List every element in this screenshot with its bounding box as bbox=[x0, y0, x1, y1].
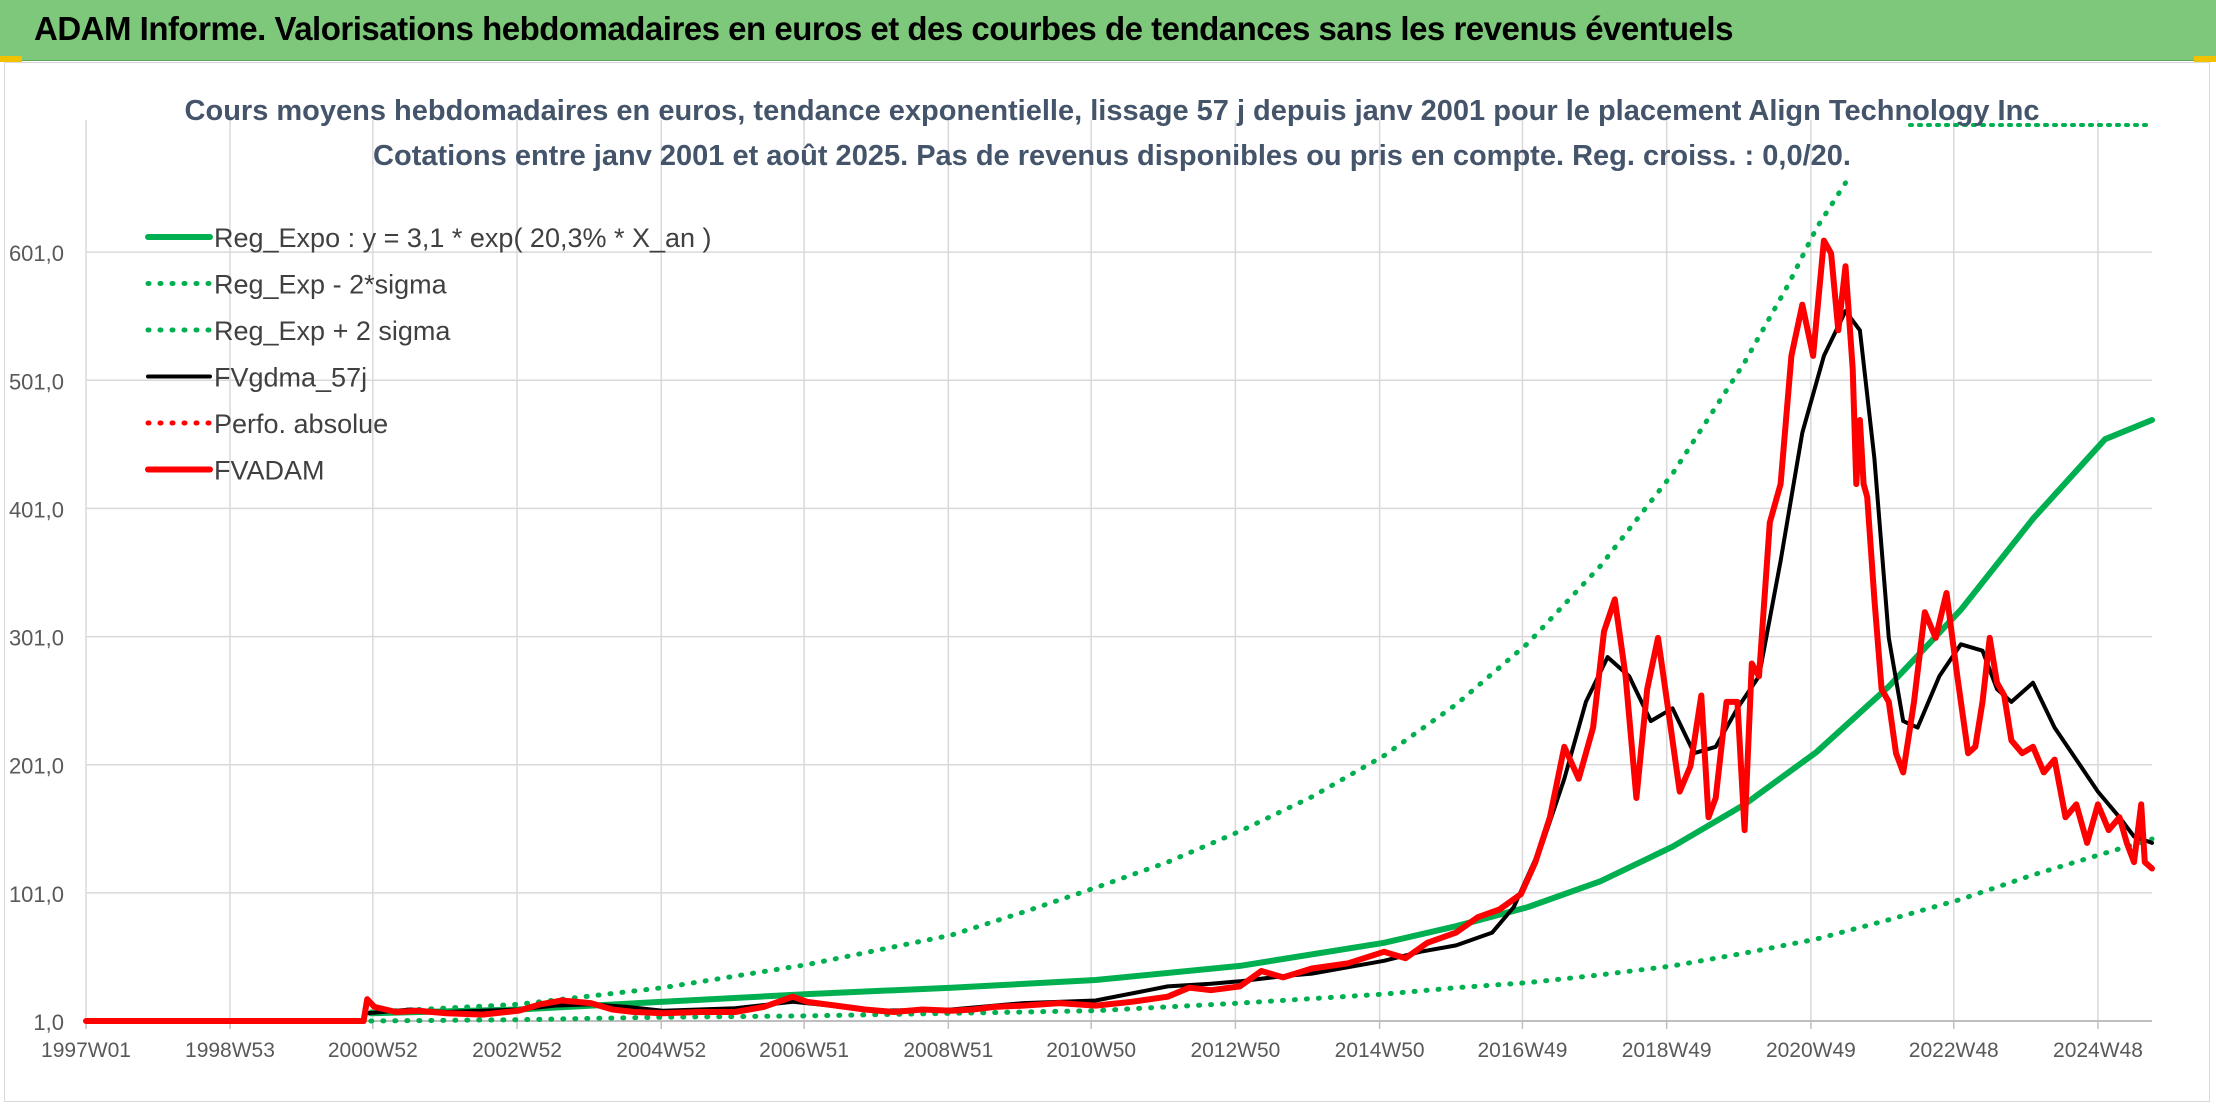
x-tick-label: 2008W51 bbox=[903, 1039, 993, 1062]
corner-marker-right bbox=[2194, 56, 2216, 62]
y-tick-label: 601,0 bbox=[9, 241, 64, 266]
x-tick-label: 2006W51 bbox=[759, 1039, 849, 1062]
series-line-3 bbox=[365, 309, 2154, 1016]
series-line-1 bbox=[368, 836, 2155, 1024]
legend-label: Perfo. absolue bbox=[214, 409, 388, 439]
x-tick-label: 2020W49 bbox=[1766, 1039, 1856, 1062]
x-tick-label: 2018W49 bbox=[1622, 1039, 1712, 1062]
legend-label: Reg_Expo : y = 3,1 * exp( 20,3% * X_an ) bbox=[214, 223, 712, 253]
x-tick-label: 2024W48 bbox=[2053, 1039, 2143, 1062]
chart-title: Cours moyens hebdomadaires en euros, ten… bbox=[185, 95, 2040, 127]
x-tick-label: 1997W01 bbox=[41, 1039, 131, 1062]
report-title: ADAM Informe. Valorisations hebdomadaire… bbox=[34, 10, 1733, 47]
y-tick-label: 101,0 bbox=[9, 882, 64, 907]
series-line-2 bbox=[368, 180, 1848, 1015]
legend-label: FVADAM bbox=[214, 456, 325, 486]
series-line-5 bbox=[83, 237, 2155, 1024]
chart-frame bbox=[4, 62, 2210, 1102]
report-banner: ADAM Informe. Valorisations hebdomadaire… bbox=[0, 0, 2216, 61]
legend-label: Reg_Exp + 2 sigma bbox=[214, 316, 451, 346]
legend-label: FVgdma_57j bbox=[214, 363, 367, 393]
x-tick-label: 2012W50 bbox=[1190, 1039, 1280, 1062]
y-tick-label: 301,0 bbox=[9, 626, 64, 651]
x-tick-label: 2014W50 bbox=[1335, 1039, 1425, 1062]
corner-marker-left bbox=[0, 56, 22, 62]
x-tick-label: 1998W53 bbox=[185, 1039, 275, 1062]
x-tick-label: 2002W52 bbox=[472, 1039, 562, 1062]
y-tick-label: 1,0 bbox=[33, 1010, 64, 1035]
x-tick-label: 2016W49 bbox=[1478, 1039, 1568, 1062]
x-tick-label: 2022W48 bbox=[1909, 1039, 1999, 1062]
x-tick-label: 2000W52 bbox=[328, 1039, 418, 1062]
chart-subtitle: Cotations entre janv 2001 et août 2025. … bbox=[373, 140, 1851, 172]
x-tick-label: 2010W50 bbox=[1046, 1039, 1136, 1062]
y-tick-label: 201,0 bbox=[9, 754, 64, 779]
legend-label: Reg_Exp - 2*sigma bbox=[214, 270, 448, 300]
y-tick-label: 401,0 bbox=[9, 497, 64, 522]
gridlines bbox=[85, 120, 2152, 1029]
series-line-0 bbox=[367, 417, 2155, 1017]
axis-labels: 1,0 101,0 201,0 301,0 401,0 501,0 601,0 1997W01… bbox=[9, 241, 2143, 1062]
y-tick-label: 501,0 bbox=[9, 369, 64, 394]
x-tick-label: 2004W52 bbox=[616, 1039, 706, 1062]
series-layer bbox=[83, 180, 2155, 1024]
legend: Reg_Expo : y = 3,1 * exp( 20,3% * X_an )… bbox=[145, 223, 712, 486]
